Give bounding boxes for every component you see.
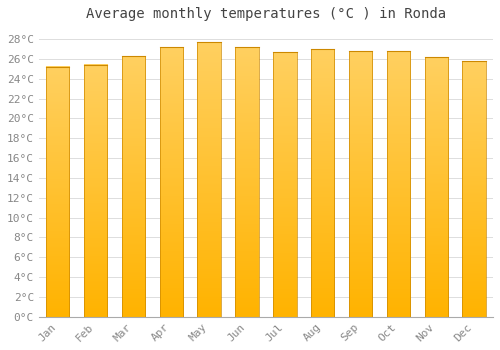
- Title: Average monthly temperatures (°C ) in Ronda: Average monthly temperatures (°C ) in Ro…: [86, 7, 446, 21]
